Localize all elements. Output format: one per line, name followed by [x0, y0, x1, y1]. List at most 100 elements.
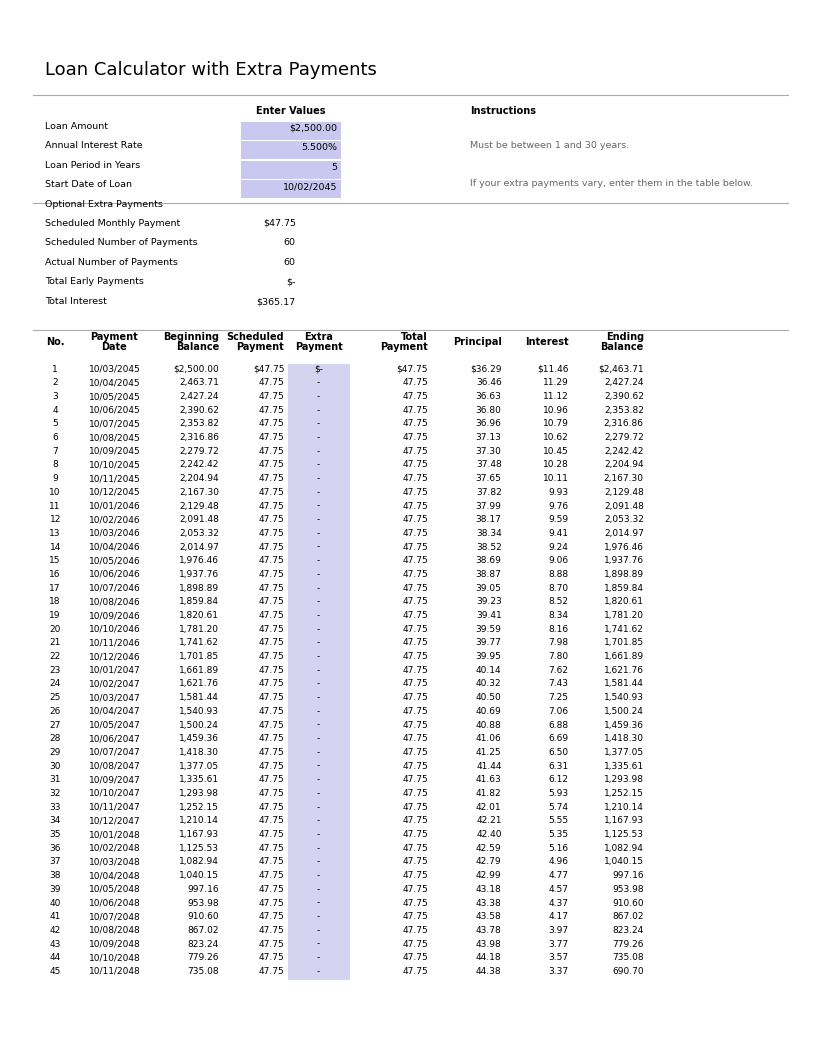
Bar — [288, 692, 350, 706]
Text: $-: $- — [287, 277, 296, 286]
Text: $-: $- — [314, 365, 324, 374]
Bar — [288, 842, 350, 856]
Text: 47.75: 47.75 — [258, 611, 284, 620]
Text: 47.75: 47.75 — [258, 885, 284, 894]
Text: Payment: Payment — [381, 342, 428, 352]
Text: Scheduled Monthly Payment: Scheduled Monthly Payment — [45, 219, 181, 228]
Text: $11.46: $11.46 — [537, 365, 569, 374]
Text: 10/01/2046: 10/01/2046 — [88, 502, 141, 511]
Text: -: - — [317, 583, 320, 593]
Text: 10/08/2048: 10/08/2048 — [88, 926, 141, 934]
Text: 47.75: 47.75 — [402, 843, 428, 853]
Text: 47.75: 47.75 — [402, 721, 428, 729]
Text: -: - — [317, 488, 320, 497]
Text: 2,204.94: 2,204.94 — [179, 475, 219, 483]
Text: 10.62: 10.62 — [542, 433, 569, 442]
Text: 1,040.15: 1,040.15 — [179, 871, 219, 880]
Bar — [288, 377, 350, 391]
Text: 11.29: 11.29 — [542, 378, 569, 387]
Text: 47.75: 47.75 — [258, 967, 284, 976]
Text: 779.26: 779.26 — [187, 953, 219, 962]
Text: 38.34: 38.34 — [475, 528, 502, 538]
Bar — [288, 501, 350, 514]
Text: 2,167.30: 2,167.30 — [179, 488, 219, 497]
Text: 47.75: 47.75 — [402, 542, 428, 552]
Text: 1,252.15: 1,252.15 — [604, 789, 644, 798]
Text: 2,014.97: 2,014.97 — [179, 542, 219, 552]
Bar — [288, 405, 350, 419]
Text: 38.69: 38.69 — [475, 556, 502, 565]
Text: 7.25: 7.25 — [549, 693, 569, 702]
Bar — [288, 624, 350, 637]
Bar — [288, 487, 350, 501]
Text: 24: 24 — [50, 680, 60, 688]
Text: 42.21: 42.21 — [476, 816, 502, 826]
Text: 10/11/2045: 10/11/2045 — [88, 475, 141, 483]
Text: 13: 13 — [49, 528, 61, 538]
Text: Instructions: Instructions — [470, 106, 536, 115]
Text: 4.57: 4.57 — [549, 885, 569, 894]
Text: 2,204.94: 2,204.94 — [604, 461, 644, 469]
Text: 47.75: 47.75 — [402, 515, 428, 524]
Text: 40.14: 40.14 — [476, 666, 502, 674]
Text: 43: 43 — [50, 940, 60, 948]
Text: 15: 15 — [49, 556, 61, 565]
Text: Scheduled Number of Payments: Scheduled Number of Payments — [45, 238, 198, 247]
Text: 10/06/2046: 10/06/2046 — [88, 570, 141, 579]
Text: Total: Total — [401, 332, 428, 341]
Text: 5.74: 5.74 — [549, 802, 569, 812]
Text: 47.75: 47.75 — [402, 625, 428, 634]
Text: -: - — [317, 789, 320, 798]
Text: 42.79: 42.79 — [476, 857, 502, 867]
Text: 36: 36 — [49, 843, 61, 853]
Text: 47.75: 47.75 — [402, 816, 428, 826]
Bar — [288, 761, 350, 774]
Text: 2,316.86: 2,316.86 — [179, 433, 219, 442]
Text: 47.75: 47.75 — [258, 433, 284, 442]
Text: 19: 19 — [49, 611, 61, 620]
Text: 25: 25 — [50, 693, 60, 702]
Text: 47.75: 47.75 — [258, 542, 284, 552]
Text: 1,210.14: 1,210.14 — [604, 802, 644, 812]
Text: 37.82: 37.82 — [475, 488, 502, 497]
Text: 42: 42 — [50, 926, 60, 934]
Text: Loan Calculator with Extra Payments: Loan Calculator with Extra Payments — [45, 61, 377, 79]
Text: 47.75: 47.75 — [258, 556, 284, 565]
Text: 10/05/2045: 10/05/2045 — [88, 392, 141, 401]
Text: 823.24: 823.24 — [613, 926, 644, 934]
Text: -: - — [317, 953, 320, 962]
Text: 41: 41 — [50, 912, 60, 922]
Bar — [241, 122, 341, 140]
Bar — [288, 966, 350, 980]
Text: Optional Extra Payments: Optional Extra Payments — [45, 200, 163, 209]
Text: -: - — [317, 693, 320, 702]
Text: 2,279.72: 2,279.72 — [604, 433, 644, 442]
Bar — [288, 939, 350, 952]
Text: 1,820.61: 1,820.61 — [179, 611, 219, 620]
Text: 47.75: 47.75 — [402, 378, 428, 387]
Text: 5.16: 5.16 — [548, 843, 569, 853]
Text: 22: 22 — [50, 652, 60, 661]
Bar — [288, 582, 350, 596]
Text: 11.12: 11.12 — [542, 392, 569, 401]
Text: 1,082.94: 1,082.94 — [179, 857, 219, 867]
Text: 41.25: 41.25 — [476, 748, 502, 757]
Text: 4.77: 4.77 — [549, 871, 569, 880]
Text: 6.69: 6.69 — [548, 735, 569, 743]
Text: 47.75: 47.75 — [402, 666, 428, 674]
Text: $47.75: $47.75 — [396, 365, 428, 374]
Text: 1,859.84: 1,859.84 — [604, 583, 644, 593]
Text: 44: 44 — [50, 953, 60, 962]
Text: 1,976.46: 1,976.46 — [179, 556, 219, 565]
Bar — [288, 856, 350, 870]
Text: 47.75: 47.75 — [402, 776, 428, 784]
Text: 2,316.86: 2,316.86 — [604, 420, 644, 428]
Text: 5.35: 5.35 — [548, 830, 569, 839]
Text: 10/02/2047: 10/02/2047 — [88, 680, 141, 688]
Text: -: - — [317, 461, 320, 469]
Text: -: - — [317, 885, 320, 894]
Text: 3.37: 3.37 — [548, 967, 569, 976]
Text: 40.50: 40.50 — [475, 693, 502, 702]
Bar — [288, 651, 350, 665]
Text: 10/08/2046: 10/08/2046 — [88, 597, 141, 607]
